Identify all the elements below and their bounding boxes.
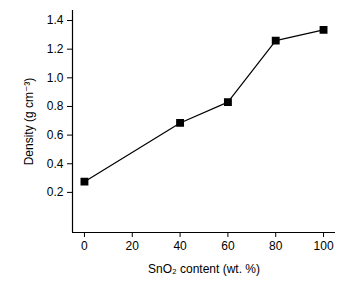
svg-text:1.4: 1.4 [47,13,64,27]
svg-text:Density (g cm⁻³): Density (g cm⁻³) [22,78,36,166]
svg-text:SnO₂ content (wt. %): SnO₂ content (wt. %) [148,262,260,276]
svg-text:20: 20 [126,239,140,253]
svg-text:0: 0 [81,239,88,253]
svg-text:80: 80 [269,239,283,253]
svg-text:0.4: 0.4 [47,157,64,171]
svg-text:1.2: 1.2 [47,42,64,56]
svg-text:0.2: 0.2 [47,185,64,199]
svg-text:60: 60 [221,239,235,253]
svg-text:1.0: 1.0 [47,71,64,85]
svg-text:100: 100 [314,239,334,253]
svg-text:40: 40 [173,239,187,253]
svg-text:0.6: 0.6 [47,128,64,142]
svg-text:0.8: 0.8 [47,99,64,113]
